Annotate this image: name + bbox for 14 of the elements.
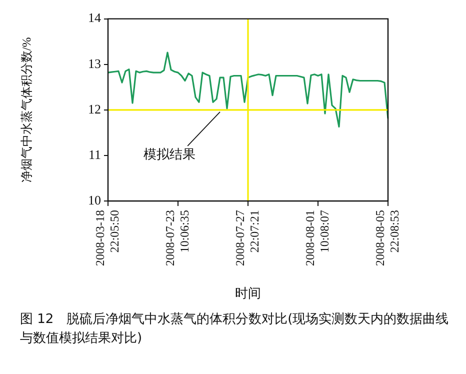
- x-tick-label: 2008-03-18 22:05:50: [93, 210, 122, 266]
- text: 图 12 脱硫后净烟气中水蒸气的体积分数对比(现场实测数天内的数据曲线与数值模拟结果对比): [19, 311, 450, 348]
- y-tick-label: 13: [88, 56, 101, 71]
- y-tick-label: 14: [88, 10, 102, 26]
- x-tick-label: 2008-08-01 10:08:07: [303, 210, 332, 266]
- x-tick-label: 2008-07-23 10:06:35: [163, 210, 192, 266]
- x-tick-label: 2008-08-05 22:08:53: [373, 210, 402, 266]
- x-tick-label: 2008-07-27 22:07:21: [233, 210, 262, 266]
- y-tick-label: 11: [88, 146, 101, 162]
- x-axis-title: 时间: [235, 286, 261, 301]
- y-axis-title: 净烟气中水蒸气体积分数/%: [19, 37, 34, 183]
- y-tick-label: 10: [88, 192, 101, 208]
- y-tick-label: 12: [88, 101, 101, 116]
- ref-line-label: 模拟结果: [144, 146, 196, 162]
